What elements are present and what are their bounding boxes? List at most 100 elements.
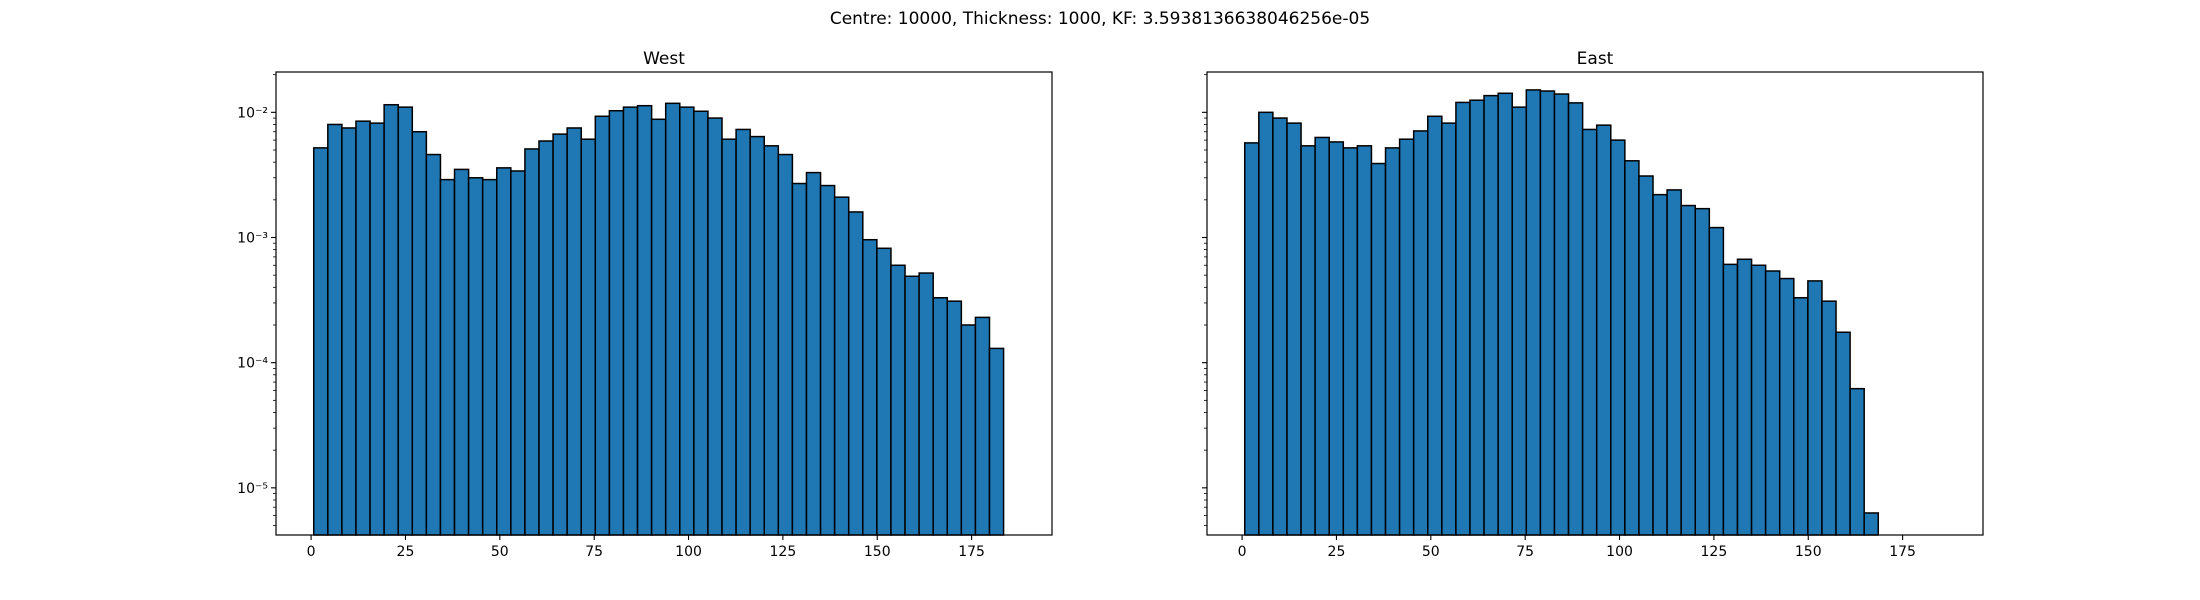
west-histogram-bar xyxy=(355,120,371,536)
east-histogram-bars xyxy=(1243,89,1880,536)
west-histogram-bar xyxy=(805,171,822,536)
west-histogram-bar xyxy=(932,297,949,536)
east-histogram-bar xyxy=(1356,145,1373,536)
west-histogram-bar xyxy=(791,182,808,536)
east-histogram-bar xyxy=(1553,93,1570,536)
east-histogram-bar xyxy=(1793,297,1809,536)
west-histogram-bar xyxy=(341,127,357,536)
east-histogram-bar xyxy=(1328,141,1345,536)
east-histogram-bar xyxy=(1807,280,1823,536)
west-histogram-bar xyxy=(707,117,723,536)
west-y-tick-label: 10⁻³ xyxy=(237,231,268,247)
west-histogram-bar xyxy=(312,147,329,536)
west-histogram-bar xyxy=(397,106,414,536)
west-histogram-bar xyxy=(862,238,878,536)
east-histogram-bar xyxy=(1694,207,1711,536)
west-histogram-bar xyxy=(946,300,963,536)
west-histogram-bar xyxy=(763,145,780,536)
east-histogram-bar xyxy=(1243,142,1260,536)
east-histogram-bar xyxy=(1652,193,1668,536)
west-x-tick-label: 150 xyxy=(864,544,891,560)
east-histogram-bar xyxy=(1764,270,1781,536)
west-histogram-bar xyxy=(819,184,836,536)
west-histogram-bar xyxy=(960,324,977,536)
west-histogram-bar xyxy=(580,138,597,536)
west-histogram-bar xyxy=(327,123,343,536)
west-histogram-bar xyxy=(439,178,456,536)
east-histogram-bar xyxy=(1455,101,1471,536)
west-x-tick-label: 0 xyxy=(307,544,316,560)
west-histogram-bar xyxy=(974,316,991,536)
east-histogram-bar xyxy=(1595,124,1612,536)
west-histogram-bar xyxy=(721,138,737,536)
west-y-tick-label: 10⁻⁴ xyxy=(237,356,268,372)
west-histogram-bar xyxy=(538,140,554,536)
west-x-tick-label: 50 xyxy=(491,544,509,560)
east-histogram-bar xyxy=(1708,226,1725,536)
east-x-tick-label: 25 xyxy=(1328,544,1346,560)
east-x-tick-label: 100 xyxy=(1606,544,1633,560)
east-histogram-bar xyxy=(1258,111,1274,536)
west-x-tick-label: 175 xyxy=(958,544,985,560)
east-x-tick-label: 125 xyxy=(1701,544,1728,560)
east-panel: East 0 25 50 75 100 125 150 175 xyxy=(1202,49,1984,560)
east-histogram-bar xyxy=(1384,147,1401,536)
east-histogram-bar xyxy=(1370,162,1387,536)
west-x-axis: 0 25 50 75 100 125 150 175 xyxy=(307,535,985,560)
west-histogram-bars xyxy=(312,102,1005,536)
east-histogram-bar xyxy=(1286,122,1302,536)
east-histogram-bar xyxy=(1314,136,1330,536)
east-histogram-bar xyxy=(1610,139,1626,536)
east-x-tick-label: 75 xyxy=(1516,544,1534,560)
west-histogram-bar xyxy=(679,106,695,536)
west-histogram-bar xyxy=(735,128,751,536)
east-panel-title: East xyxy=(1577,49,1614,69)
east-x-axis: 0 25 50 75 100 125 150 175 xyxy=(1238,535,1916,560)
west-histogram-bar xyxy=(594,115,611,536)
west-x-tick-label: 100 xyxy=(675,544,702,560)
figure-suptitle: Centre: 10000, Thickness: 1000, KF: 3.59… xyxy=(830,9,1370,29)
east-histogram-bar xyxy=(1750,264,1767,536)
east-histogram-bar xyxy=(1722,263,1739,536)
east-histogram-bar xyxy=(1511,106,1528,536)
east-histogram-bar xyxy=(1863,512,1880,536)
east-histogram-bar xyxy=(1680,204,1697,536)
west-histogram-bar xyxy=(453,168,470,536)
east-histogram-bar xyxy=(1272,117,1288,536)
east-x-tick-label: 175 xyxy=(1889,544,1916,560)
west-histogram-bar xyxy=(425,153,442,536)
west-histogram-bar xyxy=(664,102,681,536)
west-histogram-bar xyxy=(496,167,512,536)
east-histogram-bar xyxy=(1539,90,1556,536)
east-plot-frame xyxy=(1206,71,1984,536)
east-histogram-bar xyxy=(1666,189,1682,536)
west-histogram-bar xyxy=(876,247,892,536)
west-histogram-bar xyxy=(833,196,850,536)
east-histogram-bar xyxy=(1469,99,1485,536)
east-histogram-bar xyxy=(1567,102,1584,536)
west-x-tick-label: 75 xyxy=(585,544,603,560)
east-histogram-bar xyxy=(1624,160,1640,536)
east-histogram-bar xyxy=(1497,92,1513,536)
east-histogram-bar xyxy=(1342,147,1359,536)
east-x-tick-label: 50 xyxy=(1422,544,1440,560)
west-histogram-bar xyxy=(847,211,864,536)
east-histogram-bar xyxy=(1821,300,1837,536)
east-histogram-bar xyxy=(1412,130,1429,536)
east-histogram-bar xyxy=(1849,387,1865,536)
west-plot-frame xyxy=(275,71,1053,536)
east-histogram-bar xyxy=(1778,277,1795,536)
west-x-tick-label: 125 xyxy=(770,544,797,560)
east-histogram-bar xyxy=(1581,128,1598,536)
west-x-tick-label: 25 xyxy=(397,544,415,560)
east-histogram-bar xyxy=(1736,258,1753,536)
west-histogram-bar xyxy=(510,170,526,536)
west-histogram-bar xyxy=(552,133,568,536)
east-histogram-bar xyxy=(1427,115,1443,536)
east-x-tick-label: 150 xyxy=(1795,544,1822,560)
west-y-tick-label: 10⁻² xyxy=(237,105,268,121)
west-histogram-bar xyxy=(988,347,1005,536)
west-histogram-bar xyxy=(636,104,653,536)
east-histogram-bar xyxy=(1398,138,1415,536)
